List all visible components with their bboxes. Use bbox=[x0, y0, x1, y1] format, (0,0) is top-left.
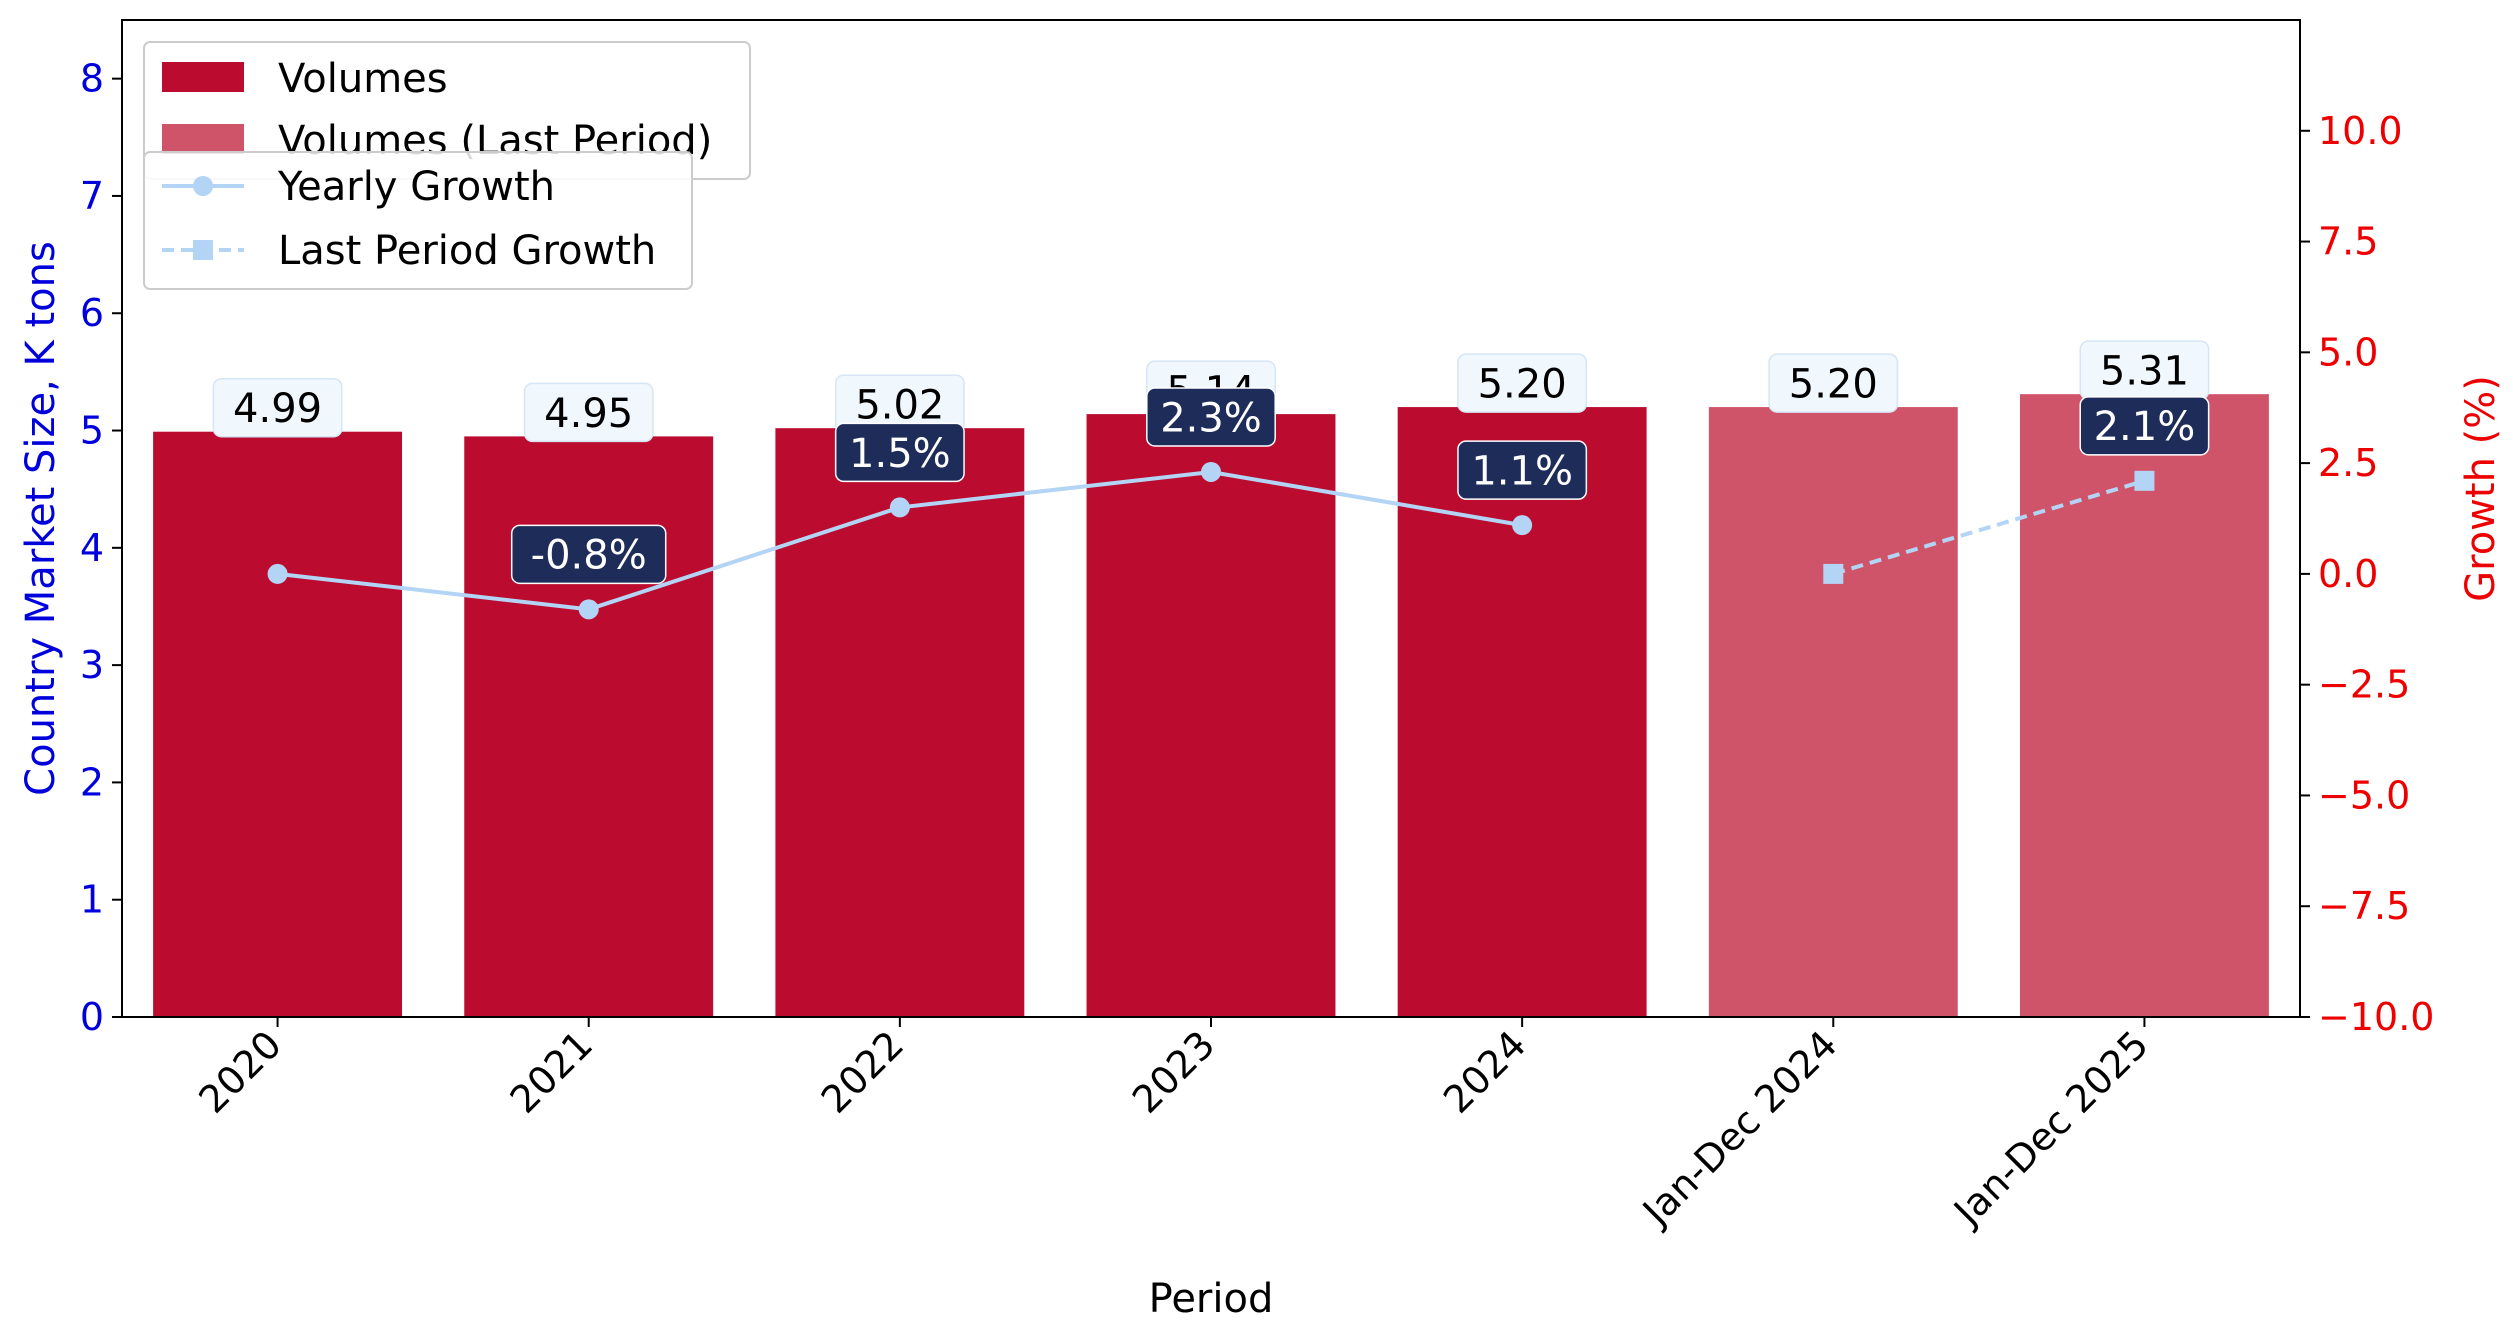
growth-marker-yearly-0 bbox=[267, 563, 288, 584]
y-left-tick-label-1: 1 bbox=[80, 878, 104, 922]
value-label-1: 4.95 bbox=[523, 382, 654, 443]
x-axis-label: Period bbox=[1149, 1276, 1274, 1322]
growth-label-yearly-4: 1.1% bbox=[1457, 440, 1588, 500]
growth-label-yearly-2-box bbox=[834, 422, 965, 483]
bar-volumes-3 bbox=[1086, 414, 1336, 1017]
y-left-tick-label-0: 0 bbox=[80, 995, 104, 1039]
x-tick-label-2: 2022 bbox=[813, 1022, 913, 1122]
y-left-tick-label-5: 5 bbox=[80, 409, 104, 453]
growth-label-last-period-6-text: 2.1% bbox=[2094, 404, 2196, 450]
y-right-tick-label-0: 0.0 bbox=[2318, 552, 2378, 596]
growth-marker-last-period-5 bbox=[1823, 563, 1844, 584]
value-label-2-text: 5.02 bbox=[855, 383, 944, 429]
growth-marker-yearly-4 bbox=[1512, 515, 1533, 536]
y-right-tick-label--7.5: −7.5 bbox=[2318, 884, 2410, 928]
legend-volumes-swatch bbox=[162, 62, 244, 92]
growth-line-last-period bbox=[1832, 478, 2146, 576]
bar-volumes-0 bbox=[153, 431, 403, 1017]
y-right-tick-label-10: 10.0 bbox=[2318, 109, 2403, 153]
growth-label-last-period-6: 2.1% bbox=[2079, 396, 2210, 456]
value-label-2: 5.02 bbox=[834, 374, 965, 434]
y-left-axis-label: Country Market Size, K tons bbox=[18, 241, 64, 796]
y-right-tick-label-7.5: 7.5 bbox=[2318, 220, 2378, 264]
value-label-4: 5.20 bbox=[1457, 353, 1588, 413]
y-left-tick-label-7: 7 bbox=[80, 174, 104, 218]
legend-last-period-growth-marker bbox=[193, 240, 213, 260]
bar-volumes-last-period-5 bbox=[1708, 407, 1958, 1018]
y-left-tick-label-8: 8 bbox=[80, 57, 104, 101]
growth-label-yearly-1-box bbox=[510, 524, 667, 585]
growth-marker-yearly-3 bbox=[1201, 461, 1221, 482]
x-tick-label-3: 2023 bbox=[1124, 1022, 1224, 1122]
y-left-tick-label-6: 6 bbox=[80, 291, 104, 335]
y-right-axis-label: Growth (%) bbox=[2458, 375, 2504, 602]
value-label-0-text: 4.99 bbox=[233, 386, 322, 432]
bar-volumes-4 bbox=[1397, 407, 1647, 1018]
legend-yearly-growth-label: Yearly Growth bbox=[277, 164, 555, 210]
legend-volumes-label: Volumes bbox=[278, 56, 448, 102]
x-tick-label-0: 2020 bbox=[190, 1022, 290, 1122]
y-right-tick-label-2.5: 2.5 bbox=[2318, 441, 2378, 485]
growth-label-yearly-3: 2.3% bbox=[1146, 387, 1276, 447]
y-right-tick-label--2.5: −2.5 bbox=[2318, 663, 2410, 707]
y-right-tick-label-5: 5.0 bbox=[2318, 330, 2378, 374]
growth-label-yearly-3-text: 2.3% bbox=[1160, 395, 1262, 441]
value-label-0: 4.99 bbox=[212, 377, 343, 438]
growth-marker-yearly-1 bbox=[578, 599, 599, 620]
legend-volumes-last-swatch bbox=[162, 124, 244, 154]
growth-labels-layer: -0.8% 1.5% 2.3% 1.1% 2.1% bbox=[510, 387, 2210, 585]
value-label-4-text: 5.20 bbox=[1478, 361, 1567, 407]
legend-last-period-growth-label: Last Period Growth bbox=[278, 228, 656, 274]
growth-marker-yearly-2 bbox=[889, 497, 910, 518]
growth-label-yearly-4-text: 1.1% bbox=[1471, 449, 1573, 495]
growth-label-yearly-4-box bbox=[1457, 440, 1588, 500]
x-tick-label-1: 2021 bbox=[502, 1022, 602, 1122]
growth-label-yearly-3-box bbox=[1146, 387, 1276, 447]
value-label-0-box bbox=[212, 377, 343, 438]
y-left-tick-label-3: 3 bbox=[80, 643, 104, 687]
value-label-6-text: 5.31 bbox=[2100, 349, 2189, 395]
bar-volumes-last-period-6 bbox=[2019, 394, 2269, 1018]
bar-volumes-1 bbox=[464, 436, 714, 1017]
x-tick-label-4: 2024 bbox=[1435, 1022, 1535, 1122]
value-label-1-box bbox=[523, 382, 654, 443]
growth-lines-layer bbox=[267, 461, 2155, 620]
growth-label-yearly-2-text: 1.5% bbox=[849, 431, 951, 477]
value-label-5: 5.20 bbox=[1768, 353, 1899, 413]
value-label-1-text: 4.95 bbox=[544, 391, 633, 437]
y-right-tick-label--10: −10.0 bbox=[2318, 995, 2434, 1039]
bar-volumes-2 bbox=[775, 428, 1025, 1017]
value-label-5-text: 5.20 bbox=[1789, 361, 1878, 407]
growth-label-yearly-1: -0.8% bbox=[510, 524, 667, 585]
legend-yearly-growth-marker bbox=[193, 176, 213, 196]
y-left-tick-label-4: 4 bbox=[80, 526, 104, 570]
legend-growth-frame bbox=[143, 151, 693, 290]
y-right-tick-label--5: −5.0 bbox=[2318, 773, 2410, 817]
y-left-tick-label-2: 2 bbox=[80, 760, 104, 804]
bars-layer bbox=[153, 394, 2269, 1018]
value-label-5-box bbox=[1768, 353, 1899, 413]
growth-marker-last-period-6 bbox=[2134, 470, 2155, 491]
x-tick-label-6: Jan-Dec 2025 bbox=[1944, 1022, 2157, 1235]
value-label-4-box bbox=[1457, 353, 1588, 413]
legend-growth-box: Yearly Growth Last Period Growth bbox=[143, 151, 693, 290]
growth-label-yearly-1-text: -0.8% bbox=[531, 533, 647, 579]
x-tick-label-5: Jan-Dec 2024 bbox=[1633, 1022, 1846, 1235]
value-label-6: 5.31 bbox=[2079, 340, 2210, 400]
growth-label-last-period-6-box bbox=[2079, 396, 2210, 456]
growth-label-yearly-2: 1.5% bbox=[834, 422, 965, 483]
